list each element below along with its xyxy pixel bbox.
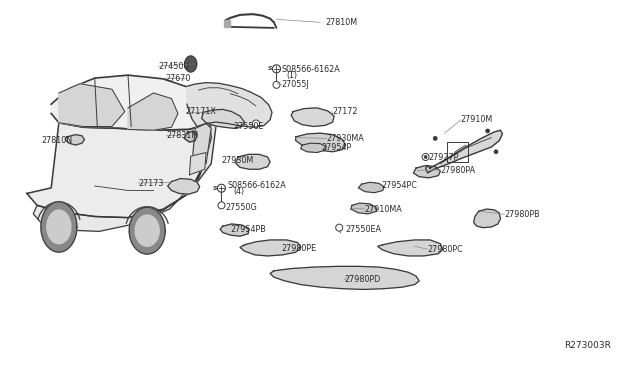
- Circle shape: [494, 150, 498, 154]
- Text: 27980PC: 27980PC: [428, 245, 463, 254]
- Text: 27670: 27670: [165, 74, 191, 83]
- Polygon shape: [59, 84, 125, 126]
- Circle shape: [218, 184, 225, 192]
- Text: 27980PB: 27980PB: [504, 210, 540, 219]
- Polygon shape: [184, 131, 197, 142]
- Text: S08566-6162A: S08566-6162A: [227, 181, 286, 190]
- Polygon shape: [351, 203, 376, 214]
- Text: 27954PB: 27954PB: [230, 225, 266, 234]
- Text: 27171X: 27171X: [186, 107, 216, 116]
- Text: 27927P: 27927P: [429, 153, 459, 162]
- Text: 27810M: 27810M: [325, 18, 357, 27]
- Polygon shape: [301, 143, 326, 153]
- Polygon shape: [51, 75, 218, 130]
- Polygon shape: [296, 133, 346, 152]
- Text: (1): (1): [287, 71, 298, 80]
- Polygon shape: [27, 123, 211, 218]
- Polygon shape: [135, 215, 159, 246]
- Circle shape: [433, 137, 437, 140]
- Text: 27980PA: 27980PA: [440, 166, 476, 174]
- Text: 27173: 27173: [138, 179, 164, 187]
- Circle shape: [336, 224, 342, 231]
- Text: 27954P: 27954P: [321, 143, 351, 152]
- Text: 27172: 27172: [333, 107, 358, 116]
- Polygon shape: [236, 154, 270, 169]
- Text: 27930M: 27930M: [221, 156, 253, 165]
- Polygon shape: [33, 164, 205, 231]
- Text: 27550E: 27550E: [233, 122, 264, 131]
- Text: 27831M: 27831M: [166, 131, 198, 140]
- Text: 27910M: 27910M: [461, 115, 493, 124]
- Text: 27980PD: 27980PD: [344, 275, 381, 284]
- Text: 27055J: 27055J: [282, 80, 309, 89]
- Polygon shape: [220, 224, 248, 236]
- Polygon shape: [128, 93, 178, 130]
- Polygon shape: [474, 209, 500, 228]
- Polygon shape: [202, 109, 244, 128]
- Polygon shape: [189, 153, 206, 175]
- Polygon shape: [426, 130, 502, 173]
- Polygon shape: [270, 266, 419, 289]
- Text: S: S: [212, 186, 217, 191]
- Text: S: S: [268, 66, 272, 71]
- Polygon shape: [47, 210, 71, 244]
- Text: 27810N: 27810N: [41, 136, 72, 145]
- Polygon shape: [189, 113, 218, 193]
- Circle shape: [218, 202, 225, 209]
- Polygon shape: [240, 240, 301, 256]
- Text: 27450U: 27450U: [159, 62, 190, 71]
- Polygon shape: [192, 124, 211, 172]
- Polygon shape: [291, 108, 334, 126]
- Circle shape: [424, 155, 427, 158]
- Circle shape: [486, 129, 490, 133]
- Text: 27930MA: 27930MA: [326, 134, 364, 143]
- Polygon shape: [378, 240, 443, 256]
- Text: (4): (4): [234, 187, 244, 196]
- Polygon shape: [65, 135, 84, 145]
- Text: 27980PE: 27980PE: [282, 244, 317, 253]
- Polygon shape: [41, 202, 77, 252]
- Polygon shape: [187, 83, 272, 127]
- Circle shape: [273, 81, 280, 88]
- Text: 27550G: 27550G: [225, 203, 257, 212]
- Text: 27910MA: 27910MA: [365, 205, 403, 214]
- Polygon shape: [168, 179, 200, 194]
- Polygon shape: [185, 56, 196, 72]
- Polygon shape: [413, 166, 440, 178]
- Text: 27550EA: 27550EA: [346, 225, 381, 234]
- Polygon shape: [224, 20, 230, 27]
- Polygon shape: [129, 207, 165, 254]
- Text: R273003R: R273003R: [564, 341, 611, 350]
- Circle shape: [422, 154, 429, 160]
- Text: S08566-6162A: S08566-6162A: [282, 65, 340, 74]
- Circle shape: [253, 120, 259, 127]
- Circle shape: [273, 65, 280, 73]
- Polygon shape: [358, 182, 384, 193]
- Text: 27954PC: 27954PC: [381, 181, 417, 190]
